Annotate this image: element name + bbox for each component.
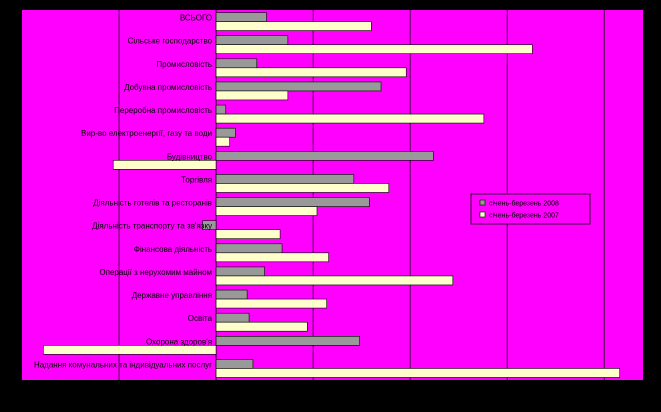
bar-2008 — [215, 127, 236, 138]
bar-2008 — [215, 104, 227, 115]
category-label: Державне управління — [132, 291, 212, 300]
bar-2008 — [215, 35, 289, 45]
category-label: Охорона здоров'я — [146, 337, 212, 346]
bar-2007 — [215, 44, 533, 54]
bar-2007 — [215, 229, 281, 239]
category-label: Освіта — [188, 314, 213, 323]
bar-2008 — [215, 359, 254, 369]
category-label: Діяльність транспорту та зв'язку — [92, 222, 212, 231]
bar-2008 — [215, 58, 258, 69]
bar-2007 — [215, 321, 308, 332]
bar-2008 — [215, 336, 360, 346]
bar-2008 — [215, 151, 434, 161]
category-label: Операції з нерухомим майном — [99, 268, 212, 277]
legend-box — [470, 193, 591, 225]
bar-2008 — [215, 289, 248, 300]
category-label: Вир-во електроенергії, газу та води — [81, 129, 212, 138]
bar-2008 — [215, 81, 382, 92]
category-label: Сільське господарство — [128, 37, 213, 46]
bar-2007 — [215, 183, 390, 193]
bar-2007 — [43, 345, 217, 355]
legend-label-2008: січень-березень 2008 — [489, 200, 559, 208]
bar-2008 — [215, 12, 267, 22]
legend: січень-березень 2008 січень-березень 200… — [470, 193, 591, 225]
bar-2008 — [215, 266, 265, 277]
bar-2007 — [215, 252, 329, 263]
category-label: Торгівля — [181, 175, 212, 184]
bar-2008 — [215, 243, 283, 254]
bar-2008 — [215, 197, 370, 207]
bar-2007 — [215, 67, 407, 78]
bar-2007 — [112, 160, 217, 170]
category-label: Діяльність готелів та ресторанів — [93, 199, 212, 208]
category-label: Промисловість — [156, 60, 212, 69]
bar-2007 — [215, 21, 372, 31]
bar-2007 — [215, 298, 327, 309]
bar-2007 — [215, 113, 485, 124]
bar-2007 — [215, 275, 454, 286]
bar-2007 — [215, 368, 621, 378]
category-label: Надання комунальних та індивідуальних по… — [34, 360, 212, 369]
bars — [43, 12, 621, 378]
bar-2008 — [202, 220, 217, 230]
legend-swatch-2008 — [479, 199, 486, 206]
category-label: Будівництво — [167, 152, 213, 161]
legend-swatch-2007 — [479, 211, 486, 218]
bar-2008 — [215, 174, 355, 184]
category-label: Добувна промисловість — [124, 83, 212, 92]
legend-label-2007: січень-березень 2007 — [489, 212, 559, 220]
bar-2007 — [215, 206, 318, 216]
bar-2007 — [215, 136, 230, 147]
category-labels: ВСЬОГО Сільське господарство Промисловість… — [34, 14, 213, 370]
category-label: Фінансова діяльність — [134, 245, 212, 254]
bar-2007 — [215, 90, 289, 101]
category-label: ВСЬОГО — [180, 14, 212, 23]
category-label: Переробна промисловість — [114, 106, 212, 115]
bar-2008 — [215, 312, 250, 323]
